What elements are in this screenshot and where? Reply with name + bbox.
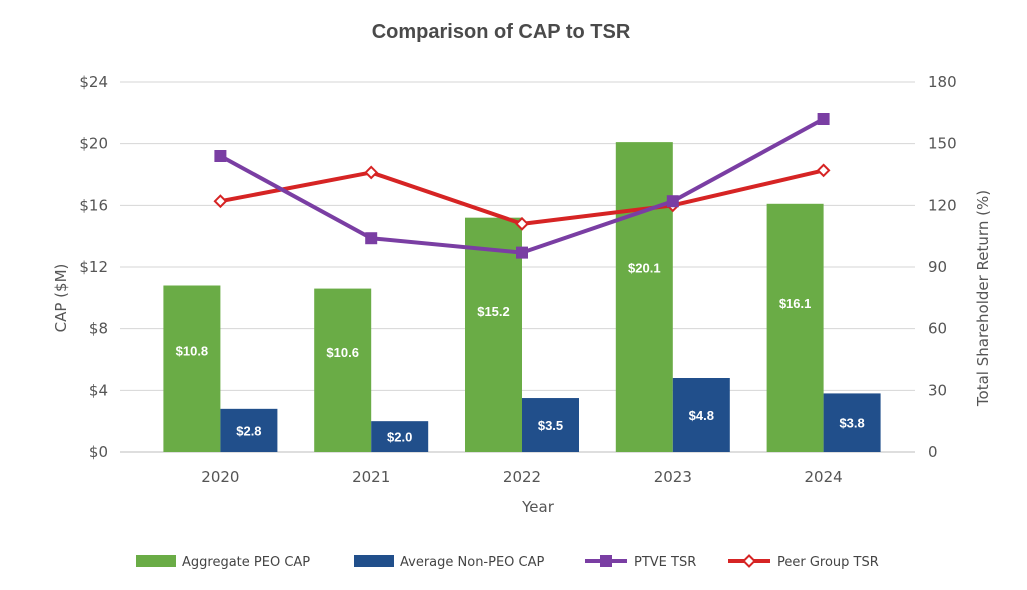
y-tick-label: $8: [89, 320, 108, 338]
point-peer-group-tsr: [364, 165, 379, 180]
y2-axis-title: Total Shareholder Return (%): [974, 190, 992, 407]
point-ptve-tsr: [516, 246, 528, 259]
y-tick-label: $12: [79, 258, 108, 276]
data-label: $2.8: [236, 423, 261, 438]
bar-average-non-peo-cap: [220, 408, 278, 452]
y2-tick-label: 60: [928, 320, 947, 338]
line-peer-group-tsr: [220, 168, 825, 226]
bar-average-non-peo-cap: [522, 398, 579, 452]
y2-tick-label: 150: [928, 135, 957, 153]
x-tick-label: 2020: [201, 468, 239, 486]
x-tick-label: 2022: [503, 468, 541, 486]
y2-tick-label: 180: [928, 73, 957, 91]
y-axis-title: CAP ($M): [52, 264, 70, 333]
point-peer-group-tsr: [816, 163, 831, 178]
data-label: $3.5: [538, 418, 563, 433]
x-tick-label: 2021: [352, 468, 390, 486]
legend-label: PTVE TSR: [634, 555, 696, 570]
legend-marker-ptve-tsr: [600, 555, 612, 567]
legend-label: Average Non-PEO CAP: [400, 555, 545, 570]
data-label: $20.1: [628, 260, 661, 275]
data-label: $3.8: [839, 416, 864, 431]
y-tick-label: $4: [89, 381, 108, 399]
bar-aggregate-peo-cap: [615, 142, 673, 452]
point-ptve-tsr: [214, 150, 227, 162]
bar-aggregate-peo-cap: [314, 288, 372, 452]
point-ptve-tsr: [666, 195, 679, 208]
point-peer-group-tsr: [515, 216, 529, 231]
y-tick-label: $16: [79, 196, 108, 214]
chart-title: Comparison of CAP to TSR: [372, 21, 631, 43]
bars: $10.8 $10.6 $15.2 $20.1 $16.1 $2.8 $2.0 $3.5 $4.…: [163, 142, 881, 452]
bar-aggregate-peo-cap: [766, 203, 824, 452]
y-tick-label: $24: [79, 73, 108, 91]
legend-swatch-average-non-peo-cap: [354, 555, 394, 567]
bar-aggregate-peo-cap: [465, 217, 522, 452]
axes: $0 0 $4 30 $8 60 $12 90 $16 120 $20 150 $24 180 2020 20…: [79, 73, 956, 486]
legend-swatch-aggregate-peo-cap: [136, 555, 176, 567]
x-axis-title: Year: [521, 498, 555, 516]
y-tick-label: $20: [79, 135, 108, 153]
bar-average-non-peo-cap: [823, 393, 881, 452]
data-label: $10.6: [326, 345, 359, 360]
data-label: $10.8: [176, 343, 209, 358]
legend-marker-peer-group-tsr: [742, 554, 756, 568]
legend-label: Peer Group TSR: [777, 555, 879, 570]
legend: Aggregate PEO CAP Average Non-PEO CAP PTVE…: [136, 554, 879, 570]
x-tick-label: 2024: [805, 468, 843, 486]
y-tick-label: $0: [89, 443, 108, 461]
y2-tick-label: 90: [928, 258, 947, 276]
data-label: $15.2: [477, 304, 510, 319]
lines: [213, 113, 831, 259]
y2-tick-label: 0: [928, 443, 938, 461]
data-label: $4.8: [689, 408, 714, 423]
point-ptve-tsr: [817, 113, 830, 125]
bar-aggregate-peo-cap: [163, 285, 221, 452]
data-label: $2.0: [387, 430, 412, 445]
point-ptve-tsr: [365, 232, 378, 245]
y2-tick-label: 30: [928, 381, 947, 399]
bar-average-non-peo-cap: [371, 421, 429, 452]
point-peer-group-tsr: [213, 194, 228, 209]
legend-label: Aggregate PEO CAP: [182, 555, 310, 570]
bar-average-non-peo-cap: [672, 378, 730, 452]
x-tick-label: 2023: [654, 468, 692, 486]
y2-tick-label: 120: [928, 196, 957, 214]
data-label: $16.1: [779, 296, 812, 311]
